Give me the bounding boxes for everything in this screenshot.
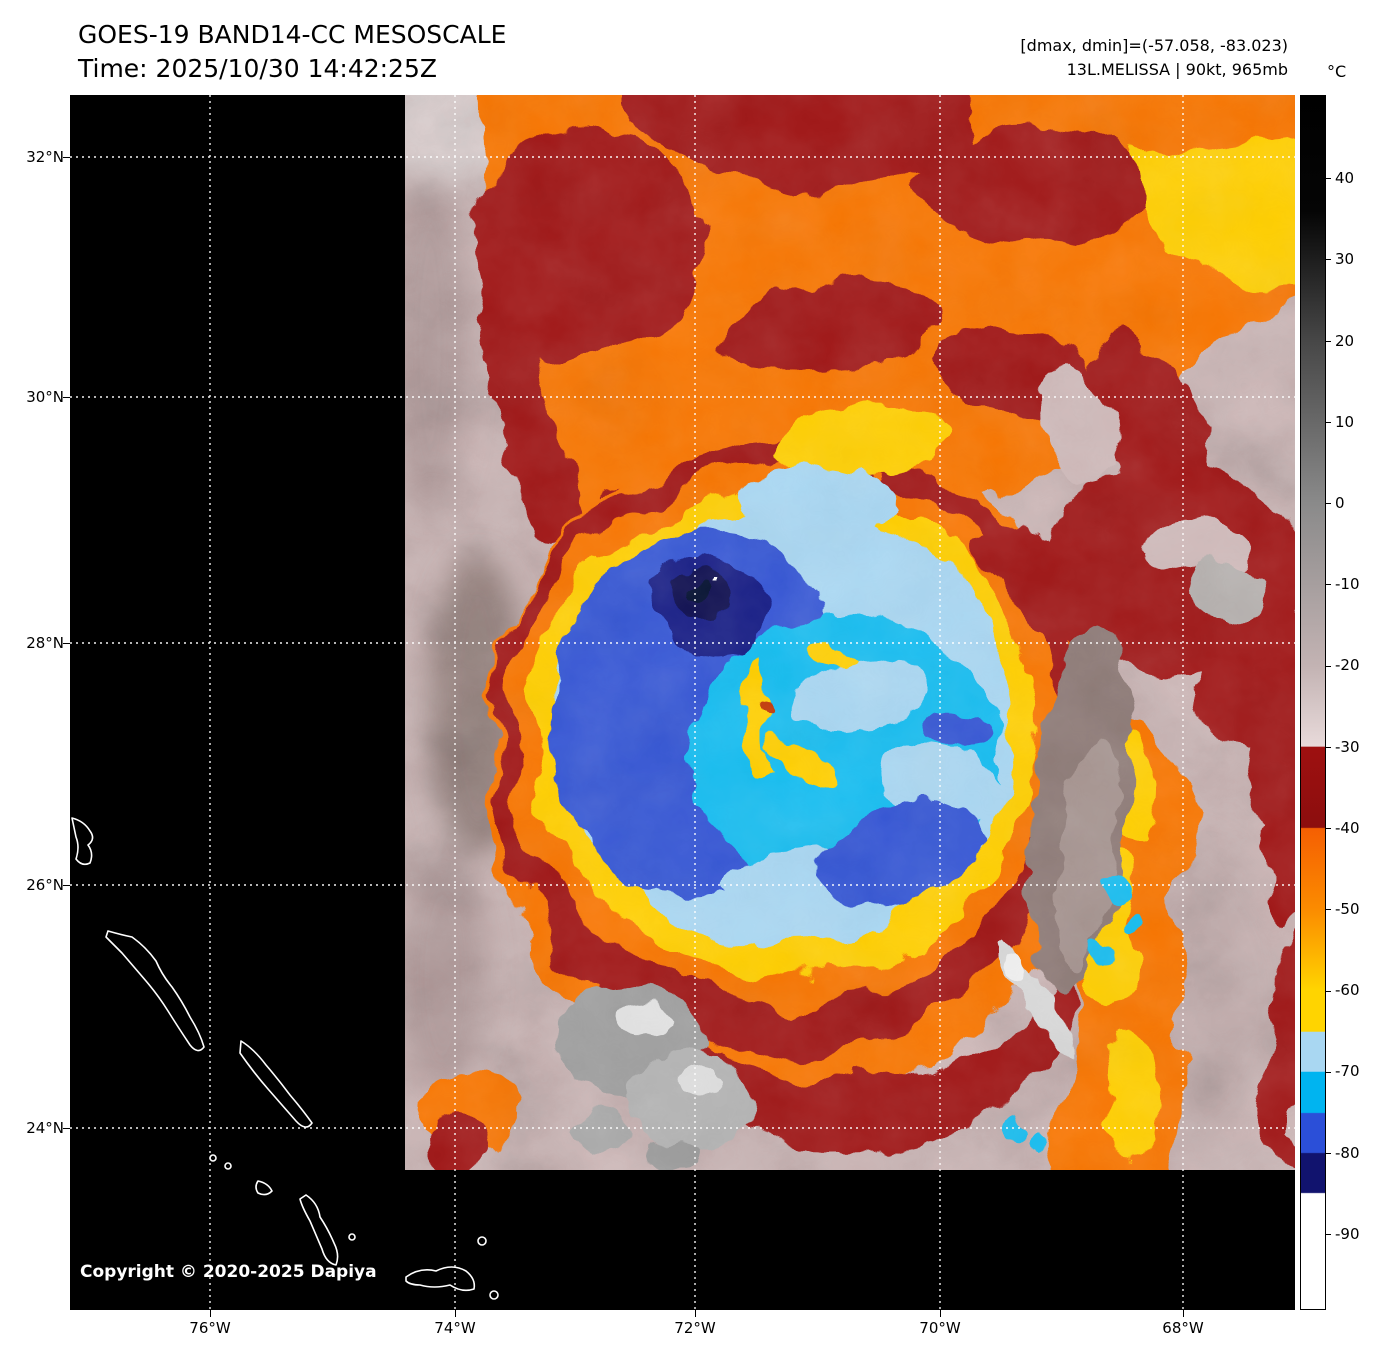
- colorbar-label-30: 30: [1335, 250, 1355, 268]
- lat-tick: [63, 1128, 70, 1129]
- colorbar-label-n10: -10: [1335, 575, 1360, 593]
- lat-label-28n: 28°N: [26, 634, 64, 652]
- colorbar-tick: [1326, 259, 1331, 260]
- lon-label-68w: 68°W: [1162, 1319, 1204, 1337]
- graticule: [70, 95, 1295, 1310]
- colorbar-label-20: 20: [1335, 332, 1355, 350]
- colorbar-label-n20: -20: [1335, 656, 1360, 674]
- colorbar-label-n70: -70: [1335, 1062, 1360, 1080]
- colorbar-label-n60: -60: [1335, 981, 1360, 999]
- lon-tick: [210, 1310, 211, 1317]
- timestamp: Time: 2025/10/30 14:42:25Z: [78, 54, 437, 83]
- lon-label-76w: 76°W: [189, 1319, 231, 1337]
- colorbar-label-10: 10: [1335, 413, 1355, 431]
- lon-tick: [455, 1310, 456, 1317]
- colorbar-tick: [1326, 1072, 1331, 1073]
- lon-label-72w: 72°W: [674, 1319, 716, 1337]
- coastlines: [71, 817, 499, 1300]
- colorbar-tick: [1326, 747, 1331, 748]
- lat-tick: [63, 157, 70, 158]
- storm-info: 13L.MELISSA | 90kt, 965mb: [1066, 60, 1288, 79]
- lat-label-32n: 32°N: [26, 148, 64, 166]
- colorbar-label-n30: -30: [1335, 738, 1360, 756]
- lat-tick: [63, 643, 70, 644]
- colorbar-tick: [1326, 666, 1331, 667]
- page-title: GOES-19 BAND14-CC MESOSCALE: [78, 20, 507, 49]
- temperature-colorbar: [1300, 95, 1326, 1310]
- colorbar-tick: [1326, 178, 1331, 179]
- lat-tick: [63, 397, 70, 398]
- lat-label-24n: 24°N: [26, 1119, 64, 1137]
- colorbar-tick: [1326, 828, 1331, 829]
- colorbar-label-0: 0: [1335, 494, 1345, 512]
- colorbar-label-n50: -50: [1335, 900, 1360, 918]
- header-right: [dmax, dmin]=(-57.058, -83.023) 13L.MELI…: [1020, 34, 1288, 82]
- cloud-field: [405, 95, 1295, 1170]
- lon-tick: [940, 1310, 941, 1317]
- copyright-text: Copyright © 2020-2025 Dapiya: [80, 1262, 377, 1282]
- colorbar-tick: [1326, 909, 1331, 910]
- colorbar-label-n40: -40: [1335, 819, 1360, 837]
- colorbar-tick: [1326, 422, 1331, 423]
- map-plot: [70, 95, 1295, 1310]
- colorbar-unit-label: °C: [1327, 62, 1347, 81]
- lon-tick: [695, 1310, 696, 1317]
- lon-label-70w: 70°W: [919, 1319, 961, 1337]
- colorbar-tick: [1326, 1153, 1331, 1154]
- lat-label-30n: 30°N: [26, 388, 64, 406]
- satellite-image: [70, 95, 1295, 1310]
- lon-tick: [1183, 1310, 1184, 1317]
- colorbar-tick: [1326, 341, 1331, 342]
- colorbar-label-n90: -90: [1335, 1225, 1360, 1243]
- colorbar-tick: [1326, 503, 1331, 504]
- colorbar-tick: [1326, 991, 1331, 992]
- lat-label-26n: 26°N: [26, 876, 64, 894]
- dmax-dmin-readout: [dmax, dmin]=(-57.058, -83.023): [1020, 36, 1288, 55]
- colorbar-label-40: 40: [1335, 169, 1355, 187]
- lat-tick: [63, 885, 70, 886]
- colorbar-label-n80: -80: [1335, 1144, 1360, 1162]
- colorbar-tick: [1326, 584, 1331, 585]
- lon-label-74w: 74°W: [434, 1319, 476, 1337]
- colorbar-tick: [1326, 1234, 1331, 1235]
